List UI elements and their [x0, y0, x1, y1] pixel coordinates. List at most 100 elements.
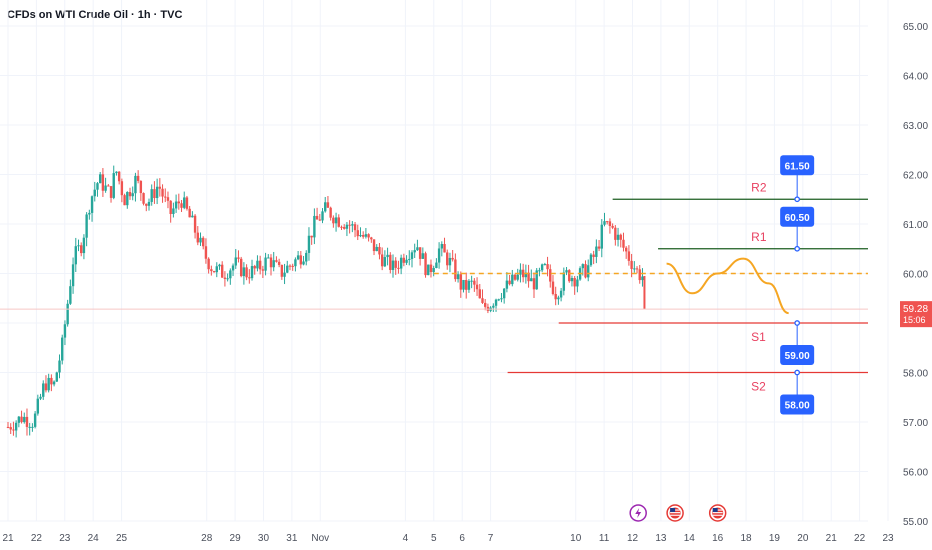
- candle-body: [361, 234, 365, 237]
- lightning-icon-bolt: [635, 508, 642, 518]
- candle-body: [112, 173, 115, 198]
- candle-body: [166, 197, 170, 201]
- candle-body: [6, 426, 10, 428]
- candle-body: [115, 171, 118, 174]
- candle-body: [462, 279, 465, 290]
- x-tick-label: 11: [599, 533, 610, 544]
- candle-body: [606, 221, 609, 223]
- candle-body: [229, 270, 232, 279]
- candle-body: [470, 280, 473, 282]
- candle-body: [220, 264, 224, 278]
- candle-body: [82, 237, 86, 254]
- level-badge-text: 59.00: [785, 351, 810, 362]
- candle-body: [196, 232, 199, 243]
- candle-body: [61, 337, 64, 361]
- candle-body: [568, 270, 571, 282]
- x-tick-label: 6: [459, 533, 465, 544]
- us-flag-icon-stripe: [712, 512, 723, 514]
- level-badge-r2: [780, 155, 815, 176]
- candle-body: [212, 271, 216, 273]
- candle-body: [139, 180, 143, 194]
- candle-body: [343, 227, 346, 229]
- candle-body: [581, 264, 585, 269]
- x-tick-label: Nov: [311, 533, 329, 544]
- candle-body: [286, 265, 289, 273]
- candle-body: [440, 244, 444, 249]
- candle-body: [269, 257, 273, 268]
- candle-body: [535, 270, 538, 290]
- candle-body: [63, 324, 67, 338]
- x-tick-label: 19: [769, 533, 781, 544]
- candle-body: [421, 253, 425, 259]
- candle-body: [318, 219, 322, 221]
- candle-body: [296, 255, 300, 260]
- x-tick-label: 22: [854, 533, 866, 544]
- candle-body: [25, 416, 29, 427]
- candle-body: [345, 224, 349, 229]
- y-tick-label: 57.00: [903, 418, 928, 429]
- candle-body: [408, 258, 411, 260]
- x-tick-label: 24: [88, 533, 100, 544]
- candle-body: [93, 189, 96, 197]
- candle-body: [595, 246, 598, 257]
- candle-body: [432, 268, 435, 273]
- candle-body: [275, 260, 278, 262]
- candle-body: [80, 245, 83, 254]
- bar-countdown: 15:06: [903, 315, 926, 325]
- candle-body: [554, 294, 557, 300]
- candle-body: [155, 186, 159, 199]
- candle-body: [215, 266, 218, 273]
- candle-body: [456, 274, 460, 280]
- candle-body: [608, 221, 612, 226]
- candle-body: [302, 261, 305, 265]
- x-tick-label: 23: [59, 533, 71, 544]
- candle-body: [50, 377, 53, 385]
- candle-body: [202, 237, 205, 247]
- candle-body: [473, 280, 476, 285]
- candle-body: [33, 413, 37, 427]
- y-tick-label: 58.00: [903, 369, 928, 380]
- candle-body: [424, 253, 427, 276]
- candle-body: [324, 202, 327, 212]
- candle-body: [587, 265, 590, 278]
- candle-body: [242, 267, 246, 277]
- candle-body: [630, 260, 633, 269]
- x-tick-label: 4: [403, 533, 409, 544]
- candle-body: [188, 208, 191, 218]
- candle-body: [348, 224, 351, 226]
- y-tick-label: 56.00: [903, 468, 928, 479]
- candle-body: [74, 246, 77, 265]
- candle-body: [380, 254, 384, 267]
- candle-body: [516, 274, 519, 280]
- candle-body: [540, 264, 544, 271]
- candle-body: [172, 208, 175, 214]
- candle-body: [543, 264, 547, 266]
- candle-body: [272, 260, 275, 268]
- y-tick-label: 63.00: [903, 121, 928, 132]
- candle-body: [313, 215, 316, 238]
- candle-body: [239, 258, 243, 277]
- candle-body: [253, 266, 256, 269]
- candle-body: [310, 235, 313, 238]
- candle-body: [443, 244, 446, 253]
- candle-body: [508, 280, 511, 285]
- us-flag-icon-stripe: [712, 514, 723, 516]
- candle-body: [66, 303, 69, 325]
- us-flag-icon-stripe: [670, 512, 681, 514]
- candle-body: [250, 266, 254, 279]
- candle-body: [315, 215, 319, 220]
- candle-body: [351, 224, 354, 226]
- candle-body: [71, 264, 75, 287]
- y-tick-label: 60.00: [903, 270, 928, 281]
- candle-body: [261, 269, 265, 271]
- candle-body: [427, 264, 430, 276]
- candle-body: [367, 234, 370, 238]
- candle-body: [435, 262, 438, 269]
- candle-body: [559, 290, 563, 298]
- candle-body: [207, 258, 210, 270]
- candle-body: [505, 280, 509, 289]
- candle-body: [500, 298, 503, 300]
- candle-body: [128, 192, 132, 197]
- candle-body: [145, 203, 148, 206]
